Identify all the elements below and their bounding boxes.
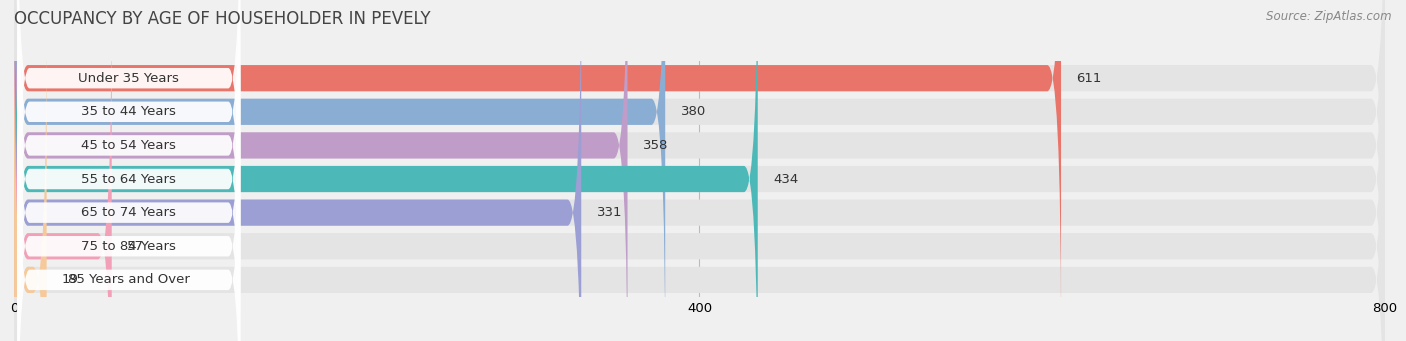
Text: 19: 19 xyxy=(62,273,79,286)
FancyBboxPatch shape xyxy=(14,0,1385,341)
FancyBboxPatch shape xyxy=(14,0,1385,334)
Text: 434: 434 xyxy=(773,173,799,186)
FancyBboxPatch shape xyxy=(14,0,111,341)
FancyBboxPatch shape xyxy=(17,0,240,341)
FancyBboxPatch shape xyxy=(14,0,1385,341)
FancyBboxPatch shape xyxy=(17,0,240,337)
FancyBboxPatch shape xyxy=(14,0,758,341)
FancyBboxPatch shape xyxy=(14,0,581,341)
Text: 57: 57 xyxy=(127,240,145,253)
Text: 65 to 74 Years: 65 to 74 Years xyxy=(82,206,176,219)
FancyBboxPatch shape xyxy=(14,0,1062,334)
FancyBboxPatch shape xyxy=(17,0,240,341)
Text: 35 to 44 Years: 35 to 44 Years xyxy=(82,105,176,118)
Text: 75 to 84 Years: 75 to 84 Years xyxy=(82,240,176,253)
FancyBboxPatch shape xyxy=(14,24,46,341)
FancyBboxPatch shape xyxy=(14,0,1385,341)
Text: OCCUPANCY BY AGE OF HOUSEHOLDER IN PEVELY: OCCUPANCY BY AGE OF HOUSEHOLDER IN PEVEL… xyxy=(14,10,430,28)
Text: Source: ZipAtlas.com: Source: ZipAtlas.com xyxy=(1267,10,1392,23)
FancyBboxPatch shape xyxy=(14,0,627,341)
FancyBboxPatch shape xyxy=(14,0,1385,341)
FancyBboxPatch shape xyxy=(14,0,1385,341)
Text: 331: 331 xyxy=(596,206,623,219)
Text: 45 to 54 Years: 45 to 54 Years xyxy=(82,139,176,152)
Text: 85 Years and Over: 85 Years and Over xyxy=(67,273,190,286)
Text: 380: 380 xyxy=(681,105,706,118)
FancyBboxPatch shape xyxy=(17,0,240,341)
Text: 611: 611 xyxy=(1077,72,1102,85)
Text: 358: 358 xyxy=(643,139,668,152)
FancyBboxPatch shape xyxy=(14,24,1385,341)
FancyBboxPatch shape xyxy=(14,0,665,341)
Text: Under 35 Years: Under 35 Years xyxy=(79,72,180,85)
FancyBboxPatch shape xyxy=(17,21,240,341)
FancyBboxPatch shape xyxy=(17,55,240,341)
Text: 55 to 64 Years: 55 to 64 Years xyxy=(82,173,176,186)
FancyBboxPatch shape xyxy=(17,0,240,303)
